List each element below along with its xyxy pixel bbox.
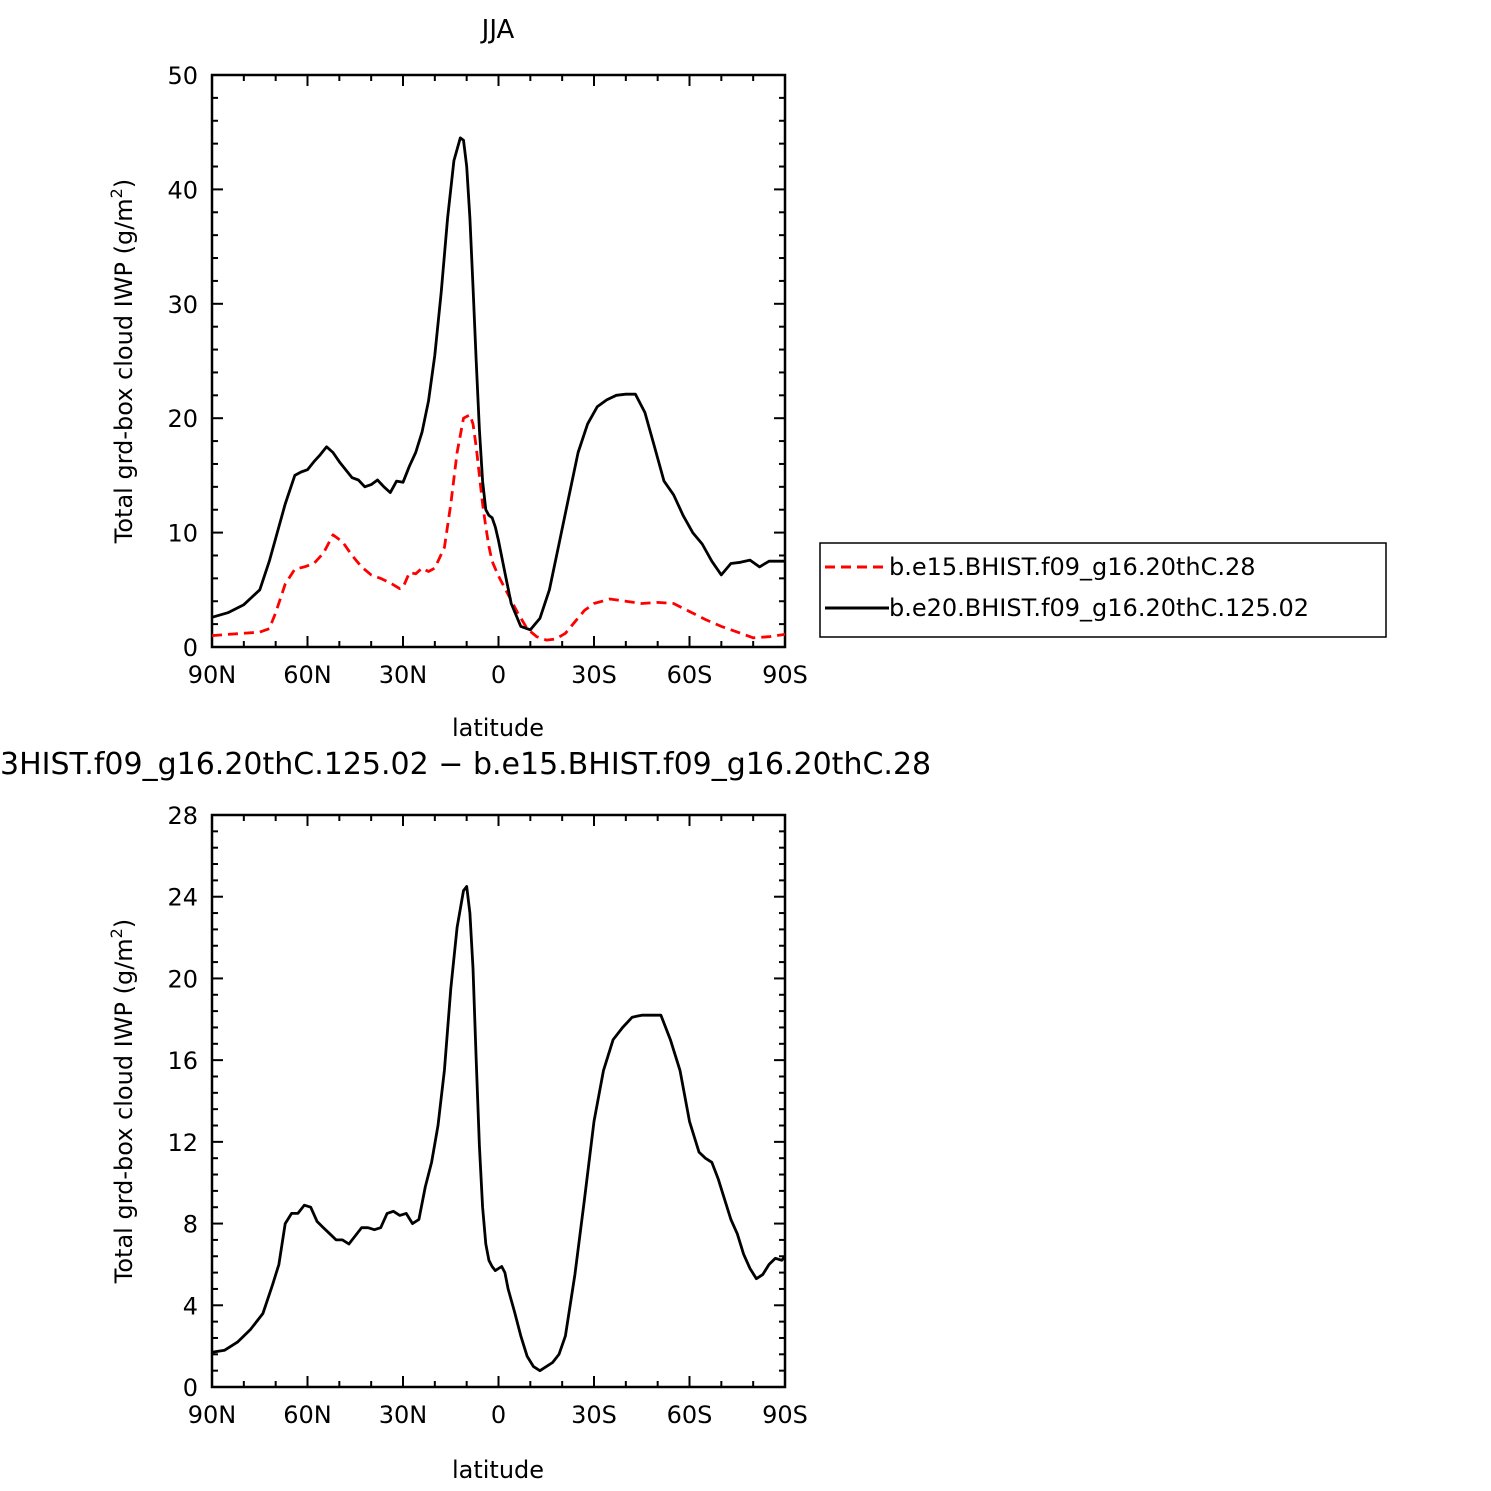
- legend: b.e15.BHIST.f09_g16.20thC.28 b.e20.BHIST…: [819, 542, 1387, 638]
- y-tick-label: 20: [167, 965, 198, 993]
- y-tick-label: 8: [183, 1211, 198, 1239]
- x-tick-label: 90S: [762, 1401, 808, 1429]
- legend-label-series-2: b.e20.BHIST.f09_g16.20thC.125.02: [889, 594, 1309, 622]
- y-axis-label-bottom: Total grd-box cloud IWP (g/m2): [107, 919, 138, 1284]
- x-tick-label: 60S: [667, 661, 713, 689]
- x-tick-label: 30S: [571, 661, 617, 689]
- legend-box: [819, 542, 1387, 638]
- y-axis-label: Total grd-box cloud IWP (g/m2): [107, 179, 138, 544]
- x-tick-label: 60S: [667, 1401, 713, 1429]
- chart-title: JJA: [480, 15, 515, 45]
- y-tick-label: 0: [183, 1374, 198, 1402]
- x-tick-label: 60N: [283, 1401, 332, 1429]
- plot-area-top: 90N 60N 30N 0 30S 60S 90S 0 10 20 30 40 50: [167, 62, 807, 689]
- y-tick-label: 30: [167, 291, 198, 319]
- x-tick-label: 90S: [762, 661, 808, 689]
- x-tick-label: 90N: [188, 1401, 237, 1429]
- y-tick-label: 40: [167, 176, 198, 204]
- y-tick-label: 20: [167, 405, 198, 433]
- x-axis-label-bottom: latitude: [452, 1456, 544, 1484]
- plot-top: JJA 90N 60N 30N 0 30S 60S 90S 0 10 20 30 40 50 latit…: [107, 15, 808, 742]
- series-line-1: [211, 885, 787, 1373]
- difference-chart-title: 3HIST.f09_g16.20thC.125.02 − b.e15.BHIST…: [0, 747, 931, 782]
- x-tick-label: 0: [491, 661, 506, 689]
- series-line-1: [211, 413, 786, 642]
- y-tick-label: 28: [167, 802, 198, 830]
- y-tick-label: 12: [167, 1129, 198, 1157]
- x-tick-label: 30N: [379, 1401, 428, 1429]
- plot-area-bottom: 90N 60N 30N 0 30S 60S 90S 0 4 8 12 16 20 24 28: [167, 802, 807, 1429]
- x-axis-label: latitude: [452, 714, 544, 742]
- x-tick-label: 60N: [283, 661, 332, 689]
- y-tick-label: 4: [183, 1292, 198, 1320]
- y-tick-label: 16: [167, 1047, 198, 1075]
- series-line-2: [211, 136, 785, 632]
- x-tick-label: 90N: [188, 661, 237, 689]
- x-tick-label: 30S: [571, 1401, 617, 1429]
- y-tick-label: 50: [167, 62, 198, 90]
- y-tick-label: 0: [183, 634, 198, 662]
- y-tick-label: 24: [167, 884, 198, 912]
- x-tick-label: 0: [491, 1401, 506, 1429]
- plot-bottom: 3HIST.f09_g16.20thC.125.02 − b.e15.BHIST…: [0, 747, 931, 1484]
- y-tick-label: 10: [167, 520, 198, 548]
- x-tick-label: 30N: [379, 661, 428, 689]
- legend-label-series-1: b.e15.BHIST.f09_g16.20thC.28: [889, 553, 1256, 581]
